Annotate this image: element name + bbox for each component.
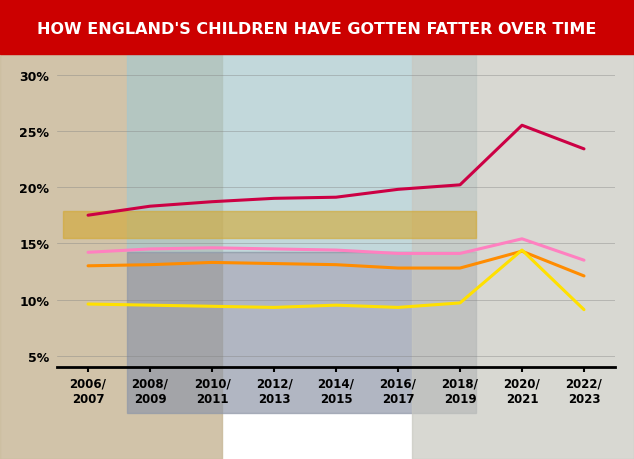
Text: HOW ENGLAND'S CHILDREN HAVE GOTTEN FATTER OVER TIME: HOW ENGLAND'S CHILDREN HAVE GOTTEN FATTE… xyxy=(37,22,597,37)
Bar xyxy=(63,211,476,239)
Bar xyxy=(412,55,634,459)
Bar xyxy=(0,0,634,55)
Bar xyxy=(127,252,476,413)
Bar xyxy=(0,55,222,459)
Bar xyxy=(127,55,476,252)
